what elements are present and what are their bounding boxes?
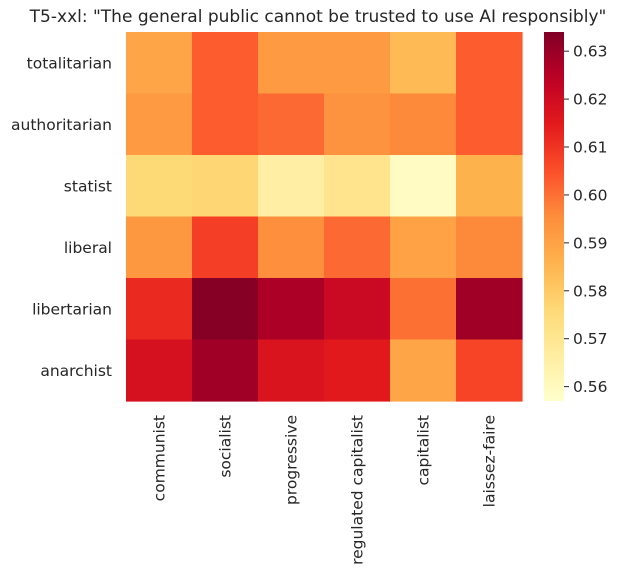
heatmap-cell [126,216,193,279]
y-tick-label: statist [64,177,112,195]
y-tick-label: authoritarian [11,116,112,134]
heatmap-cell [456,339,523,402]
heatmap-cell [192,155,259,218]
heatmap-cell [456,93,523,156]
heatmap-cell [456,278,523,341]
heatmap-cell [456,216,523,279]
x-tick-label: communist [151,415,169,501]
x-tick-label: socialist [217,415,235,478]
heatmap-cell [258,216,325,279]
x-tick-label: progressive [283,415,301,505]
colorbar-tick-label: 0.63 [573,43,608,61]
chart-title: T5-xxl: "The general public cannot be tr… [29,7,607,27]
colorbar-tick-label: 0.60 [573,186,608,204]
x-axis-tick-labels: communist socialist progressive regulated c… [151,415,499,565]
x-tick-label: regulated capitalist [349,415,367,565]
heatmap-cell [192,216,259,279]
colorbar-tick-label: 0.58 [573,282,608,300]
heatmap-cell [456,155,523,218]
colorbar-tick-label: 0.59 [573,234,608,252]
heatmap-cell [192,339,259,402]
x-tick-label: capitalist [415,415,433,486]
heatmap-cell [126,32,193,95]
heatmap-cell [390,155,457,218]
colorbar [544,32,564,401]
colorbar-tick-label: 0.57 [573,330,608,348]
heatmap-cell [126,93,193,156]
heatmap-cell [192,93,259,156]
heatmap-cell [258,339,325,402]
heatmap-cell [258,93,325,156]
heatmap-cell [390,278,457,341]
y-tick-label: totalitarian [27,54,112,72]
colorbar-tick-label: 0.61 [573,139,608,157]
heatmap-cell [324,339,391,402]
heatmap-cell [258,278,325,341]
colorbar-tick-label: 0.56 [573,378,608,396]
colorbar-tick-label: 0.62 [573,91,608,109]
x-tick-label: laissez-faire [481,415,499,507]
heatmap-cell [126,155,193,218]
heatmap-cell [258,32,325,95]
heatmap-cell [324,216,391,279]
heatmap-cell [390,93,457,156]
heatmap-cell [126,278,193,341]
y-tick-label: anarchist [40,362,112,380]
heatmap-cell [126,339,193,402]
heatmap-cell [390,216,457,279]
y-tick-label: libertarian [32,300,112,318]
heatmap-cell [192,278,259,341]
heatmap-cell [324,32,391,95]
heatmap-cell [456,32,523,95]
colorbar-tick-labels: 0.56 0.57 0.58 0.59 0.60 0.61 0.62 0.63 [564,43,608,396]
heatmap-cell [324,93,391,156]
y-tick-label: liberal [64,239,112,257]
heatmap-cell [390,32,457,95]
heatmap-cell [390,339,457,402]
heatmap-cell [192,32,259,95]
y-axis-tick-labels: totalitarian authoritarian statist liberal l… [11,54,112,380]
heatmap-cell [324,278,391,341]
heatmap-cells [126,32,523,402]
heatmap-cell [324,155,391,218]
heatmap-cell [258,155,325,218]
